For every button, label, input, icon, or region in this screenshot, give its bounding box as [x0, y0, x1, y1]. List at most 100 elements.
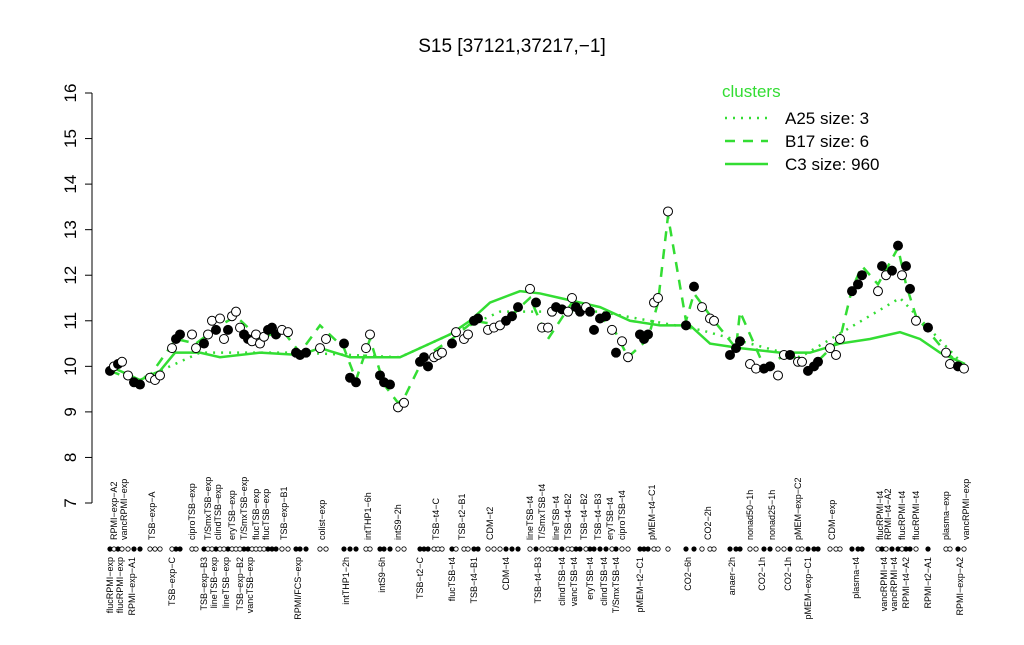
sample-dot — [381, 546, 387, 552]
x-label-bottom: RPMI−t4−A2 — [901, 557, 911, 609]
x-label-top: nonad25−1h — [767, 490, 777, 540]
x-label-top: vancRPMI−exp — [961, 479, 971, 540]
data-point — [905, 283, 915, 294]
data-point — [887, 265, 897, 276]
data-point — [507, 311, 517, 322]
data-point — [219, 334, 229, 344]
data-point — [893, 240, 903, 251]
data-point — [531, 297, 541, 308]
sample-dot — [597, 546, 603, 552]
sample-dot — [747, 546, 753, 552]
data-point — [447, 338, 457, 349]
x-label-bottom: lineTSB−exp — [221, 557, 231, 608]
sample-dot — [925, 546, 931, 552]
x-label-top: CO2−2h — [703, 506, 713, 540]
data-point — [339, 338, 349, 349]
x-label-top: T/SmxTSB−exp — [203, 477, 213, 540]
data-point — [689, 281, 699, 292]
sample-dot — [453, 546, 459, 552]
data-point — [873, 286, 883, 297]
x-label-bottom: CDM−t4 — [501, 557, 511, 590]
x-label-bottom: intS9−6h — [377, 557, 387, 593]
y-tick-label: 14 — [61, 175, 80, 194]
data-point — [725, 349, 735, 360]
data-point — [709, 315, 719, 326]
sample-dot — [425, 546, 431, 552]
data-point — [361, 343, 371, 354]
data-point — [681, 320, 691, 331]
data-point — [473, 313, 483, 324]
sample-dot — [475, 546, 481, 552]
data-point — [315, 343, 325, 354]
data-point — [175, 329, 185, 340]
x-label-top: CDM−t2 — [485, 507, 495, 540]
data-point — [959, 363, 969, 374]
x-label-bottom: RPMI−exp−A2 — [955, 557, 965, 616]
data-point — [437, 347, 447, 358]
sample-dot — [401, 546, 407, 552]
sample-dot — [273, 546, 279, 552]
sample-dot — [737, 546, 743, 552]
sample-dot — [465, 546, 471, 552]
sample-dot — [503, 546, 509, 552]
sample-dot — [125, 546, 131, 552]
x-label-top: eryTSB−exp — [227, 490, 237, 540]
sample-dot — [665, 546, 671, 552]
sample-dot — [837, 546, 843, 552]
data-point — [901, 261, 911, 272]
sample-dot — [533, 546, 539, 552]
legend-label: C3 size: 960 — [785, 155, 880, 174]
data-point — [543, 322, 553, 333]
x-label-top: T/SmxTSB−exp — [239, 477, 249, 540]
y-tick-label: 16 — [61, 84, 80, 103]
x-label-bottom: TSB−t4−B1 — [469, 557, 479, 604]
sample-dot — [787, 546, 793, 552]
data-point — [897, 270, 907, 281]
data-point — [117, 356, 127, 367]
x-label-top: plasma−exp — [941, 491, 951, 540]
sample-dot — [137, 546, 143, 552]
x-label-bottom: CO2−1h — [783, 557, 793, 591]
x-label-bottom: intTHP1−2h — [341, 557, 351, 605]
sample-dot — [683, 546, 689, 552]
x-label-top: T/SmxTSB−t4 — [537, 484, 547, 540]
x-label-top: flucTSB−exp — [251, 489, 261, 540]
sample-dot — [955, 546, 961, 552]
data-point — [385, 379, 395, 390]
x-label-top: lineTSB−t4 — [551, 496, 561, 540]
data-point — [567, 293, 577, 303]
data-point — [301, 347, 311, 358]
sample-dot — [367, 546, 373, 552]
sample-dot — [655, 546, 661, 552]
x-label-top: pMEM−t4−C1 — [647, 484, 657, 540]
data-point — [853, 279, 863, 290]
sample-dot — [515, 546, 521, 552]
sample-dot — [177, 546, 183, 552]
sample-dot — [157, 546, 163, 552]
data-point — [813, 356, 823, 367]
sample-dot — [805, 546, 811, 552]
x-label-bottom: RPMI−exp−A1 — [127, 557, 137, 616]
x-label-top: TSB−t4−B3 — [593, 493, 603, 540]
legend-label: A25 size: 3 — [785, 109, 869, 128]
data-point — [231, 306, 241, 317]
x-label-top: TSB−t4−B2 — [563, 493, 573, 540]
x-label-top: intS9−2h — [393, 504, 403, 540]
x-label-top: nonad50−1h — [745, 490, 755, 540]
sample-dot — [781, 546, 787, 552]
sample-dot — [491, 546, 497, 552]
x-label-bottom: clindTSB−t4 — [557, 557, 567, 606]
sample-dot — [323, 546, 329, 552]
data-point — [831, 349, 841, 360]
data-point — [589, 324, 599, 335]
y-tick-label: 12 — [61, 266, 80, 285]
x-label-top: intTHP1−6h — [363, 492, 373, 540]
sample-dot — [699, 546, 705, 552]
x-label-top: TSB−exp−A — [147, 491, 157, 540]
data-point — [351, 377, 361, 388]
x-label-bottom: CO2−1h — [757, 557, 767, 591]
sample-dot — [603, 546, 609, 552]
x-label-bottom: pMEM−exp−C1 — [803, 557, 813, 620]
x-label-bottom: anaer−2h — [727, 557, 737, 595]
